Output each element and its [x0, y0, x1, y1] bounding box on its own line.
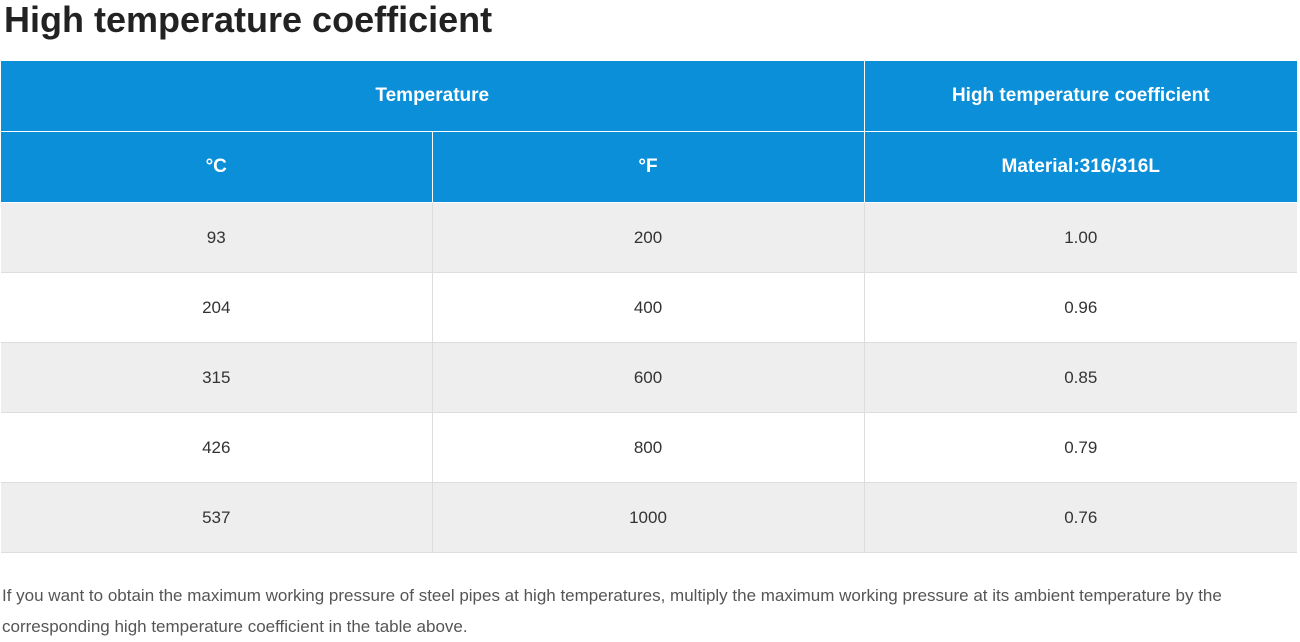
footnote-text: If you want to obtain the maximum workin…: [2, 586, 1222, 636]
table-row: 93 200 1.00: [1, 202, 1297, 273]
table-row: 426 800 0.79: [1, 412, 1297, 483]
cell-coefficient: 1.00: [863, 202, 1297, 273]
cell-celsius: 93: [1, 202, 433, 273]
high-temperature-coefficient-table: Temperature High temperature coefficient…: [1, 61, 1297, 553]
cell-celsius: 426: [1, 412, 433, 483]
table-header: Temperature High temperature coefficient…: [1, 61, 1297, 203]
cell-coefficient: 0.76: [863, 482, 1297, 553]
table-row: 315 600 0.85: [1, 342, 1297, 413]
cell-celsius: 315: [1, 342, 433, 413]
page-title: High temperature coefficient: [4, 0, 493, 40]
cell-celsius: 537: [1, 482, 433, 553]
cell-fahrenheit: 400: [431, 272, 865, 343]
header-fahrenheit: °F: [431, 131, 865, 203]
header-material: Material:316/316L: [863, 131, 1297, 203]
cell-fahrenheit: 600: [431, 342, 865, 413]
table-header-column-row: °C °F Material:316/316L: [1, 131, 1297, 203]
cell-celsius: 204: [1, 272, 433, 343]
header-coefficient-group: High temperature coefficient: [863, 61, 1297, 132]
cell-fahrenheit: 800: [431, 412, 865, 483]
cell-fahrenheit: 1000: [431, 482, 865, 553]
header-temperature-group: Temperature: [1, 61, 865, 132]
cell-coefficient: 0.79: [863, 412, 1297, 483]
header-celsius: °C: [1, 131, 433, 203]
table-row: 537 1000 0.76: [1, 482, 1297, 553]
cell-coefficient: 0.85: [863, 342, 1297, 413]
table-row: 204 400 0.96: [1, 272, 1297, 343]
cell-coefficient: 0.96: [863, 272, 1297, 343]
cell-fahrenheit: 200: [431, 202, 865, 273]
table-header-group-row: Temperature High temperature coefficient: [1, 61, 1297, 132]
table-body: 93 200 1.00 204 400 0.96 315 600 0.85 42…: [1, 202, 1297, 553]
